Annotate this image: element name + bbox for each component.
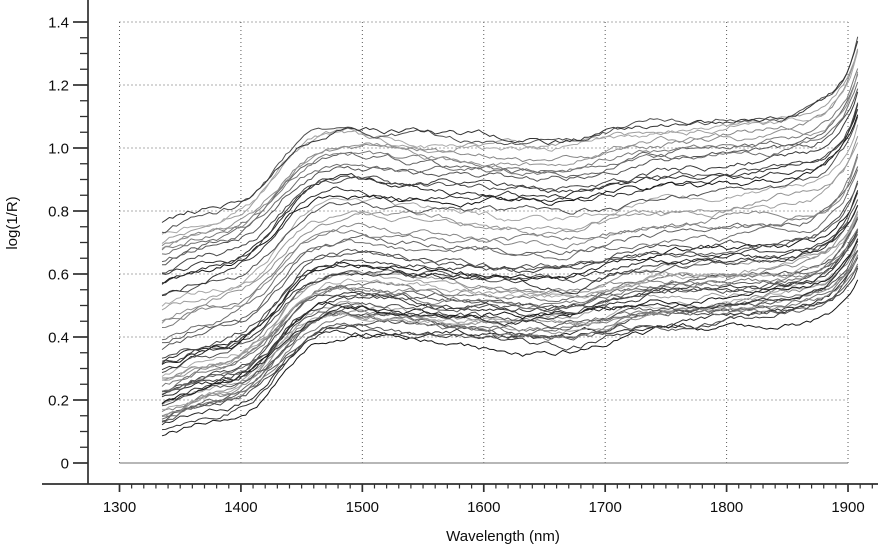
spectrum-curve (161, 266, 859, 423)
x-axis-label: Wavelength (nm) (446, 528, 560, 545)
y-axis-label: log(1/R) (4, 196, 21, 249)
spectrum-curve (161, 169, 859, 341)
y-tick-label: 0.4 (48, 330, 69, 347)
y-tick-label: 0 (61, 456, 69, 473)
x-tick-label: 1400 (224, 499, 257, 516)
spectrum-curve (161, 36, 859, 234)
spectrum-curve (161, 205, 859, 371)
spectrum-curve (161, 114, 859, 285)
spectrum-curve (161, 153, 859, 328)
y-tick-label: 1.2 (48, 78, 69, 95)
spectrum-curve (161, 71, 859, 249)
spectrum-curve (161, 254, 859, 417)
spectrum-curve (161, 263, 859, 413)
spectrum-curve (161, 279, 859, 437)
spectrum-curve (161, 104, 859, 284)
spectrum-curve (161, 254, 859, 422)
y-tick-label: 0.2 (48, 393, 69, 410)
spectrum-curve (161, 238, 859, 398)
spectrum-curve (161, 48, 859, 244)
x-tick-label: 1900 (831, 499, 864, 516)
spectrum-curve (161, 91, 859, 275)
spectrum-curve (161, 102, 859, 274)
spectrum-curve (161, 228, 859, 387)
spectrum-curve (161, 81, 859, 255)
spectrum-curve (161, 180, 859, 351)
spectrum-curve (161, 240, 859, 404)
spectrum-curve (161, 231, 859, 392)
y-tick-label: 0.6 (48, 267, 69, 284)
spectrum-curve (161, 249, 859, 407)
spectra-curves (161, 36, 859, 437)
spectrum-curve (161, 250, 859, 417)
tick-labels: 0 0.2 0.4 0.6 0.8 1.0 1.2 1.4 1300 1400 1500 1600 17… (48, 15, 865, 517)
x-tick-label: 1800 (710, 499, 743, 516)
spectrum-curve (162, 237, 859, 410)
spectrum-curve (161, 183, 859, 359)
spectrum-curve (161, 124, 859, 307)
spectrum-curve (161, 213, 859, 377)
spectrum-curve (161, 205, 859, 364)
x-tick-label: 1300 (103, 499, 136, 516)
spectrum-curve (161, 116, 859, 296)
spectrum-curve (161, 88, 859, 266)
spectrum-curve (161, 108, 859, 297)
y-tick-label: 0.8 (48, 204, 69, 221)
spectrum-curve (161, 40, 859, 223)
spectrum-curve (161, 156, 859, 322)
tick-marks (73, 21, 873, 492)
x-tick-label: 1500 (346, 499, 379, 516)
spectrum-curve (161, 238, 859, 406)
spectrum-curve (161, 216, 859, 392)
spectrum-curve (161, 68, 859, 251)
spectrum-curve (161, 210, 859, 381)
y-tick-label: 1.0 (48, 141, 69, 158)
spectrum-curve (161, 73, 859, 263)
spectrum-curve (161, 233, 859, 393)
spectrum-curve (161, 50, 859, 247)
spectrum-curve (161, 142, 859, 311)
y-tick-label: 1.4 (48, 15, 69, 32)
spectrum-curve (161, 267, 859, 431)
x-tick-label: 1600 (467, 499, 500, 516)
x-tick-label: 1700 (588, 499, 621, 516)
spectrum-curve (161, 199, 859, 374)
